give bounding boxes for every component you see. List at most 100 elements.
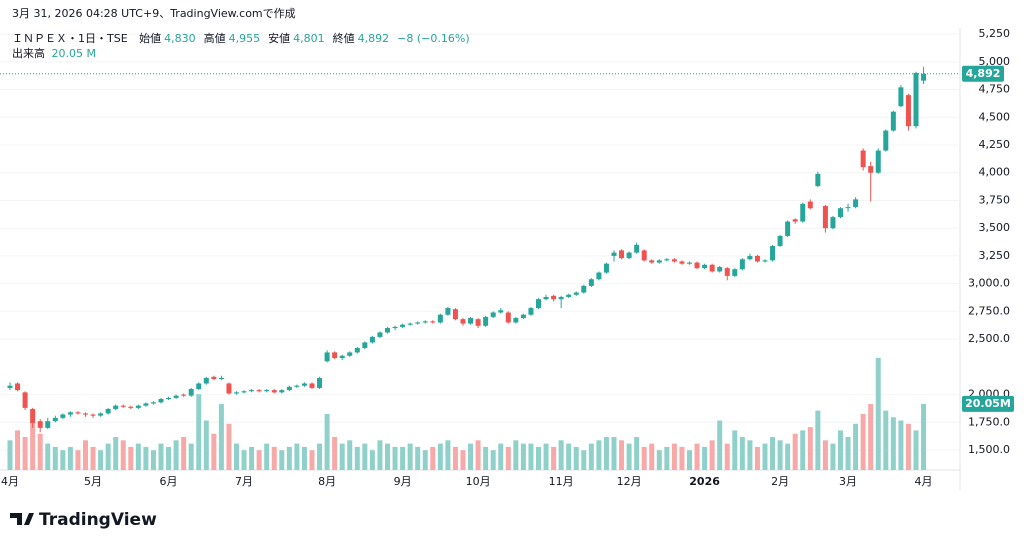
volume-bar <box>498 443 504 470</box>
candle-body <box>905 95 911 127</box>
y-tick-label: 3,000.0 <box>968 277 1010 290</box>
legend: ＩＮＰＥＸ・1日・TSE 始値 4,830 高値 4,955 安値 4,801 終値 4,89… <box>12 30 478 46</box>
candle-body <box>211 376 217 380</box>
volume-bar <box>218 404 224 470</box>
candle-body <box>105 408 111 414</box>
volume-value: 20.05 M <box>51 47 96 60</box>
logo: TradingView <box>10 510 157 530</box>
candle-body <box>815 173 821 187</box>
volume-bar <box>664 446 670 470</box>
candle-body <box>687 262 692 264</box>
candle-body <box>400 324 406 327</box>
candle-body <box>188 389 194 396</box>
volume-bar <box>505 446 511 470</box>
candle-body <box>430 321 436 323</box>
volume-bar <box>754 446 760 470</box>
candle-body <box>249 390 255 392</box>
x-tick-label: 4月 <box>1 475 19 488</box>
candle-body <box>860 150 866 168</box>
candle-body <box>671 259 677 262</box>
volume-bar <box>634 437 640 470</box>
y-tick-label: 4,000 <box>979 166 1011 179</box>
candle-body <box>347 352 353 356</box>
volume-bar <box>181 437 187 470</box>
volume-bar <box>317 443 323 470</box>
legend-label: 始値 <box>139 32 162 45</box>
y-tick-label: 2,500.0 <box>968 332 1010 345</box>
candle-body <box>30 408 36 424</box>
candle-body <box>369 336 375 343</box>
volume-bar <box>603 437 609 470</box>
volume-bar <box>551 446 557 470</box>
volume-bar <box>619 440 625 470</box>
volume-bar <box>385 443 390 470</box>
candle-body <box>385 328 390 333</box>
candle-body <box>437 314 443 323</box>
volume-bar <box>838 430 843 470</box>
volume-bar <box>362 443 368 470</box>
volume-bar <box>671 443 677 470</box>
candle-body <box>15 383 21 391</box>
y-tick-label: 2,750.0 <box>968 304 1010 317</box>
volume-bar <box>868 404 874 470</box>
volume-bar <box>830 443 836 470</box>
candle-body <box>354 347 360 353</box>
candle-body <box>181 394 187 396</box>
volume-bar <box>913 430 919 470</box>
candle-body <box>143 403 149 406</box>
candle-body <box>377 332 383 337</box>
volume-bar <box>105 443 111 470</box>
candle-body <box>279 390 285 393</box>
volume-bar <box>430 446 436 470</box>
x-tick-label: 9月 <box>394 475 412 488</box>
candle-body <box>483 316 489 326</box>
candle-body <box>445 308 451 315</box>
candle-body <box>422 321 428 323</box>
candle-body <box>241 391 247 393</box>
volume-bar <box>226 423 232 470</box>
volume-bar <box>573 446 579 470</box>
y-tick-label: 3,250 <box>979 249 1011 262</box>
volume-bar <box>150 450 156 470</box>
volume-bar <box>203 420 209 470</box>
volume-bar <box>75 450 81 470</box>
volume-bar <box>98 450 104 470</box>
volume-bar <box>792 433 798 470</box>
candle-body <box>135 405 141 408</box>
y-tick-label: 4,750 <box>979 83 1011 96</box>
candle-body <box>150 402 156 404</box>
candle-body <box>256 390 262 392</box>
volume-bar <box>845 437 851 470</box>
candle-body <box>739 259 745 270</box>
candle-body <box>724 268 730 276</box>
candle-body <box>60 414 66 418</box>
volume-bar <box>128 446 134 470</box>
candle-body <box>460 319 466 324</box>
volume-bar <box>905 423 911 470</box>
volume-bar <box>45 443 51 470</box>
x-tick-label: 3月 <box>839 475 857 488</box>
volume-bar <box>520 443 526 470</box>
candle-body <box>452 309 458 320</box>
candle-body <box>264 390 270 392</box>
candle-body <box>792 219 798 222</box>
candle-body <box>45 421 51 428</box>
volume-bar <box>83 440 88 470</box>
candle-body <box>498 310 504 313</box>
volume-bar <box>445 440 451 470</box>
x-tick-label: 2026 <box>689 475 720 488</box>
candle-body <box>898 87 904 107</box>
candle-body <box>309 383 315 388</box>
volume-bar <box>256 450 262 470</box>
volume-bar <box>694 443 700 470</box>
candle-body <box>566 294 572 297</box>
candle-body <box>407 323 413 325</box>
volume-bar <box>626 443 632 470</box>
volume-bar <box>649 443 655 470</box>
candle-body <box>294 385 300 387</box>
candle-body <box>558 296 564 300</box>
volume-bar <box>807 427 813 470</box>
legend-label: 高値 <box>203 32 226 45</box>
volume-bar <box>422 450 428 470</box>
